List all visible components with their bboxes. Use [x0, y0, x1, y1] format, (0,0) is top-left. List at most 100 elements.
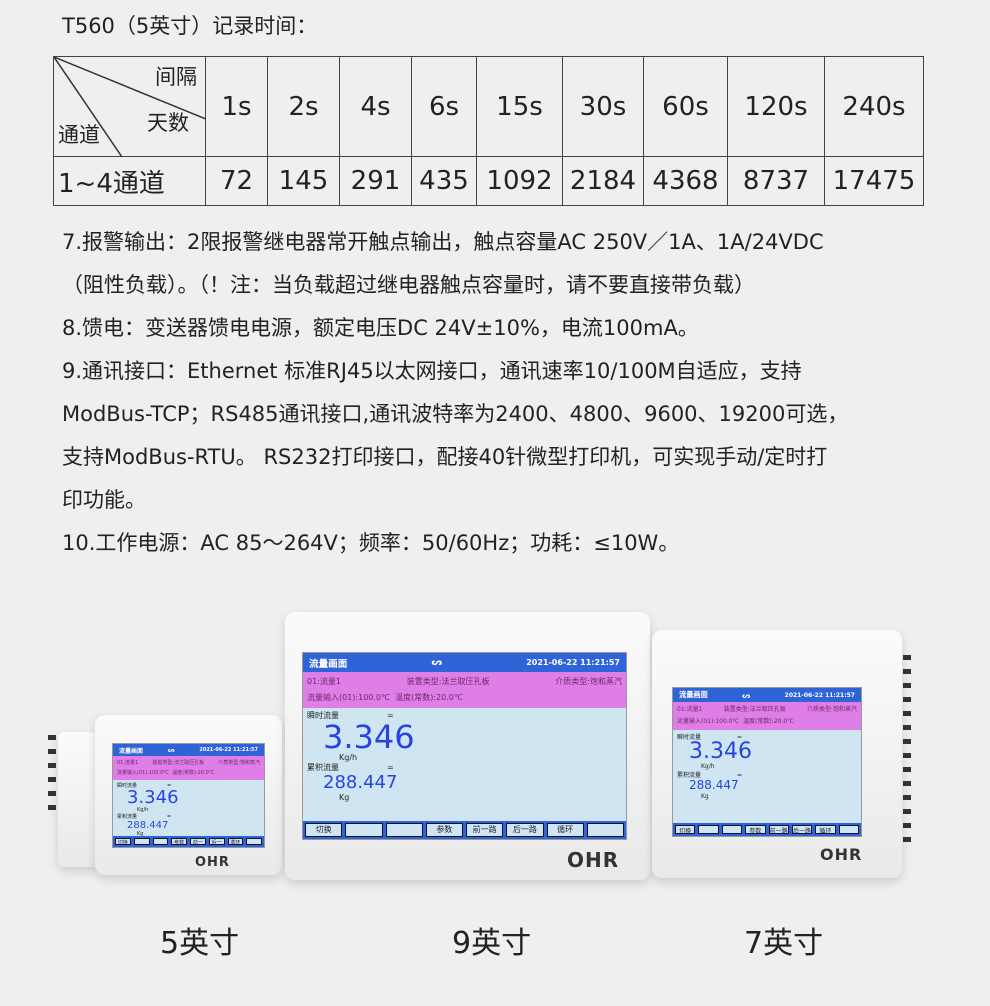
- days-cell: 8737: [727, 156, 825, 206]
- total-flow-unit: Kg: [701, 792, 709, 800]
- days-cell: 17475: [824, 156, 924, 206]
- instant-flow-value: 3.346: [127, 787, 179, 808]
- vent-slots: [48, 735, 56, 810]
- interval-cell: 240s: [824, 56, 924, 157]
- screen-button: 后一路: [208, 838, 225, 846]
- total-flow-value: 288.447: [323, 772, 398, 794]
- spec-line: 支持ModBus-RTU。 RS232打印接口，配接40针微型打印机，可实现手动…: [62, 445, 828, 469]
- row-label: 1~4通道: [53, 156, 206, 206]
- interval-cell: 30s: [562, 56, 644, 157]
- total-flow-value: 288.447: [127, 820, 169, 831]
- interval-cell: 6s: [411, 56, 477, 157]
- spec-line: 7.报警输出：2限报警继电器常开触点输出，触点容量AC 250V／1A、1A/2…: [62, 230, 824, 254]
- screen-button: 参数: [171, 838, 187, 846]
- ohr-logo: OHR: [195, 855, 230, 870]
- total-flow-unit: Kg: [339, 792, 350, 802]
- screen-button: 后一路: [506, 823, 544, 837]
- screen-button-bar: 切换 参数前一路后一路循环: [673, 823, 861, 836]
- equals-sign: =: [737, 734, 743, 742]
- screen-button: [721, 825, 743, 834]
- instant-flow-unit: Kg/h: [701, 763, 715, 771]
- days-cell: 4368: [643, 156, 728, 206]
- screen-button: [246, 838, 262, 845]
- temperature: 温度(常数):20.0℃: [172, 770, 215, 776]
- brand-icon: ᔕ: [742, 690, 751, 700]
- instant-flow-unit: Kg/h: [339, 753, 358, 763]
- device-screen: 流量画面 ᔕ 2021-06-22 11:21:57 01:流量1 装置类型:法兰取压…: [112, 743, 265, 848]
- spec-line: 10.工作电源：AC 85～264V；频率：50/60Hz；功耗：≤10W。: [62, 531, 680, 555]
- equals-sign: =: [167, 814, 172, 820]
- device-7-inch: 流量画面 ᔕ 2021-06-22 11:21:57 01:流量1 装置类型:法兰取压…: [652, 630, 902, 878]
- screen-datetime: 2021-06-22 11:21:57: [784, 691, 855, 699]
- device-screen: 流量画面 ᔕ 2021-06-22 11:21:57 01:流量1 装置类型:法兰取压…: [672, 687, 862, 837]
- spec-line: 9.通讯接口：Ethernet 标准RJ45以太网接口，通讯速率10/100M自…: [62, 359, 802, 383]
- equals-sign: =: [387, 711, 394, 721]
- brand-icon: ᔕ: [167, 746, 175, 754]
- device-5-inch: 流量画面 ᔕ 2021-06-22 11:21:57 01:流量1 装置类型:法兰取压…: [95, 715, 282, 875]
- equals-sign: =: [387, 763, 394, 773]
- flow-input: 流量输入(01):100.0℃: [117, 770, 169, 776]
- screen-button: 循环: [227, 838, 244, 846]
- total-flow-label: 累积流量: [677, 772, 702, 780]
- flow-input: 流量输入(01):100.0℃: [307, 693, 391, 703]
- total-flow-value: 288.447: [689, 778, 739, 793]
- screen-button: 切换: [675, 825, 696, 835]
- record-time-table: 间隔 天数 通道 1s 2s 4s 6s 15s 30s 60s 120s 24…: [53, 56, 924, 206]
- spec-line: 印功能。: [62, 488, 146, 512]
- screen-button: 切换: [305, 823, 343, 837]
- interval-cell: 2s: [267, 56, 340, 157]
- days-label: 天数: [147, 111, 189, 135]
- spec-line: ModBus-TCP；RS485通讯接口,通讯波特率为2400、4800、960…: [62, 402, 849, 426]
- channel-label: 通道: [58, 123, 100, 147]
- screen-button: 前一路: [466, 823, 504, 837]
- screen-title: 流量画面: [679, 690, 708, 700]
- total-flow-label: 累积流量: [307, 763, 339, 773]
- screen-button: [152, 838, 169, 845]
- caption-9-inch: 9英寸: [452, 926, 532, 961]
- device-9-inch: 流量画面 ᔕ 2021-06-22 11:21:57 01:流量1 装置类型:法兰取压…: [285, 612, 650, 880]
- device-type: 装置类型:法兰取压孔板: [406, 677, 490, 687]
- spec-text: 7.报警输出：2限报警继电器常开触点输出，触点容量AC 250V／1A、1A/2…: [62, 221, 952, 565]
- medium-type: 介质类型:饱和蒸汽: [806, 706, 857, 714]
- interval-label: 间隔: [155, 65, 197, 89]
- ohr-logo: OHR: [567, 848, 620, 872]
- channel-name: 01:流量1: [307, 677, 341, 687]
- equals-sign: =: [737, 772, 743, 780]
- screen-button-bar: 切换 参数前一路后一路循环: [303, 821, 626, 839]
- screen-button: 参数: [745, 825, 766, 835]
- instant-flow-label: 瞬时流量: [677, 734, 702, 742]
- screen-button: [838, 825, 859, 834]
- spec-line: （阻性负载）。（！注：当负载超过继电器触点容量时，请不要直接带负载）: [62, 273, 755, 297]
- screen-button: [345, 823, 383, 837]
- days-cell: 145: [267, 156, 340, 206]
- days-cell: 72: [205, 156, 268, 206]
- interval-cell: 120s: [727, 56, 825, 157]
- equals-sign: =: [167, 783, 172, 789]
- instant-flow-value: 3.346: [323, 718, 415, 757]
- days-cell: 1092: [476, 156, 563, 206]
- instant-flow-unit: Kg/h: [137, 807, 149, 813]
- screen-button: [133, 838, 150, 845]
- interval-cell: 15s: [476, 56, 563, 157]
- screen-button: [586, 823, 624, 837]
- days-cell: 291: [339, 156, 412, 206]
- ohr-logo: OHR: [820, 845, 863, 864]
- screen-button: 后一路: [791, 825, 813, 835]
- screen-button: 前一路: [190, 838, 206, 846]
- instant-flow-value: 3.346: [689, 739, 752, 765]
- medium-type: 介质类型:饱和蒸汽: [218, 760, 260, 766]
- interval-cell: 4s: [339, 56, 412, 157]
- instant-flow-label: 瞬时流量: [117, 783, 138, 789]
- caption-5-inch: 5英寸: [160, 926, 240, 961]
- device-type: 装置类型:法兰取压孔板: [152, 760, 205, 766]
- device-screen: 流量画面 ᔕ 2021-06-22 11:21:57 01:流量1 装置类型:法兰取压…: [302, 652, 627, 840]
- vent-slots: [903, 655, 911, 842]
- total-flow-label: 累积流量: [117, 814, 138, 820]
- screen-title: 流量画面: [119, 747, 144, 755]
- days-cell: 2184: [562, 156, 644, 206]
- device-5-inch-side: [58, 732, 98, 867]
- screen-button: 循环: [546, 823, 584, 837]
- flow-input: 流量输入(01):100.0℃: [677, 718, 740, 726]
- screen-button: [385, 823, 423, 837]
